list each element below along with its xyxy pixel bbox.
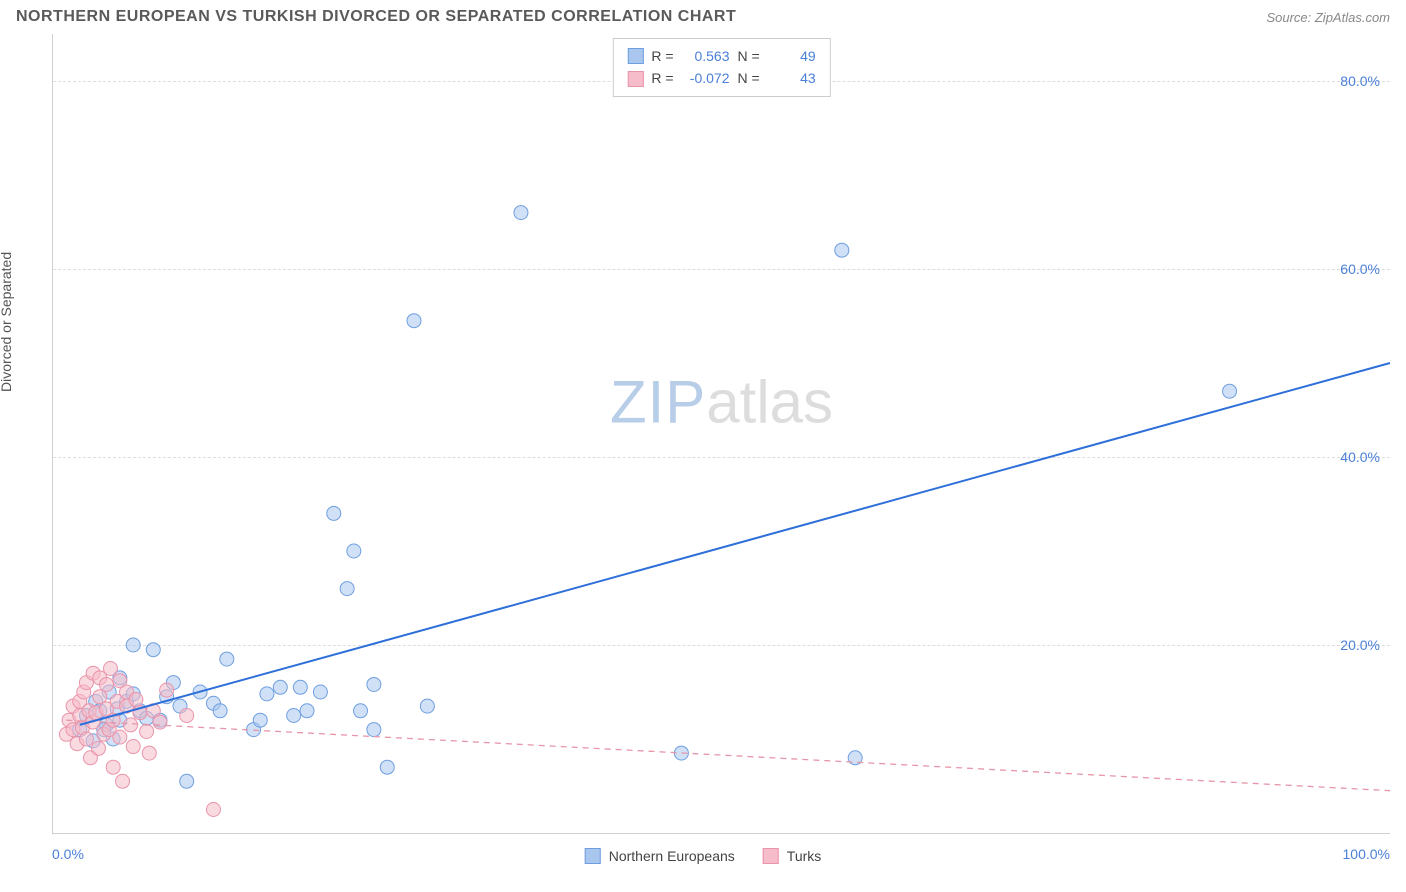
stats-r-label: R = [651,45,673,67]
stats-n-label-2: N = [738,67,760,89]
series2-swatch-icon [627,71,643,87]
data-point [835,243,849,257]
data-point [347,544,361,558]
data-point [420,699,434,713]
legend-swatch-1-icon [585,848,601,864]
data-point [142,746,156,760]
data-point [106,760,120,774]
data-point [140,724,154,738]
trend-line [80,363,1390,725]
data-point [380,760,394,774]
data-point [91,741,105,755]
stats-r-value-2: -0.072 [682,67,730,89]
stats-r-value-1: 0.563 [682,45,730,67]
stats-row-2: R = -0.072 N = 43 [627,67,815,89]
chart-container: Divorced or Separated ZIPatlas R = 0.563… [16,34,1390,874]
y-tick-label: 40.0% [1340,449,1380,465]
series1-swatch-icon [627,48,643,64]
stats-box: R = 0.563 N = 49 R = -0.072 N = 43 [612,38,830,97]
chart-source: Source: ZipAtlas.com [1266,10,1390,25]
data-point [103,662,117,676]
legend-item-1: Northern Europeans [585,848,735,864]
data-point [126,638,140,652]
data-point [293,680,307,694]
stats-n-value-2: 43 [768,67,816,89]
data-point [180,709,194,723]
data-point [213,704,227,718]
data-point [153,715,167,729]
stats-n-value-1: 49 [768,45,816,67]
data-point [300,704,314,718]
data-point [93,690,107,704]
stats-r-label-2: R = [651,67,673,89]
data-point [340,582,354,596]
y-axis-label: Divorced or Separated [0,252,14,392]
trend-line [66,720,1390,791]
legend-swatch-2-icon [763,848,779,864]
plot-area: ZIPatlas R = 0.563 N = 49 R = -0.072 N =… [52,34,1390,834]
data-point [206,803,220,817]
legend-label-2: Turks [787,848,821,864]
stats-row-1: R = 0.563 N = 49 [627,45,815,67]
data-point [99,677,113,691]
chart-title: NORTHERN EUROPEAN VS TURKISH DIVORCED OR… [16,8,736,26]
x-tick-max: 100.0% [1343,846,1390,862]
data-point [253,713,267,727]
chart-header: NORTHERN EUROPEAN VS TURKISH DIVORCED OR… [0,0,1406,30]
data-point [260,687,274,701]
data-point [113,730,127,744]
y-tick-label: 20.0% [1340,637,1380,653]
data-point [327,506,341,520]
data-point [129,693,143,707]
x-tick-min: 0.0% [52,846,84,862]
y-tick-label: 80.0% [1340,73,1380,89]
data-point [514,206,528,220]
data-point [220,652,234,666]
data-point [79,732,93,746]
stats-n-label: N = [738,45,760,67]
data-point [180,774,194,788]
data-point [146,643,160,657]
data-point [367,677,381,691]
data-point [407,314,421,328]
legend-label-1: Northern Europeans [609,848,735,864]
data-point [116,774,130,788]
legend-item-2: Turks [763,848,821,864]
data-point [313,685,327,699]
y-tick-label: 60.0% [1340,261,1380,277]
data-point [287,709,301,723]
data-point [124,718,138,732]
legend: Northern Europeans Turks [585,848,822,864]
scatter-svg [53,34,1390,833]
data-point [367,723,381,737]
data-point [160,683,174,697]
data-point [273,680,287,694]
data-point [126,740,140,754]
data-point [1223,384,1237,398]
data-point [354,704,368,718]
